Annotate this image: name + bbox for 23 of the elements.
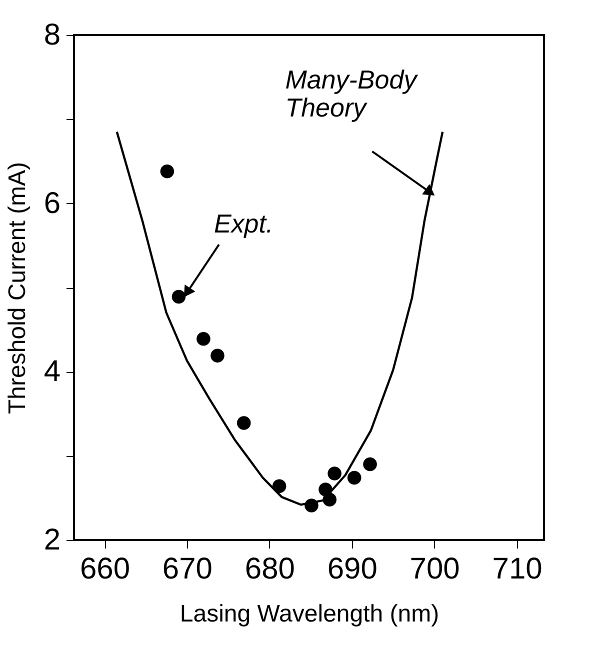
x-tick-label: 700 <box>410 552 460 586</box>
x-tick-label: 710 <box>492 552 542 586</box>
annotation: Expt. <box>214 208 274 239</box>
x-tick-label: 670 <box>162 552 212 586</box>
point <box>363 457 377 472</box>
y-axis-title: Threshold Current (mA) <box>4 162 31 414</box>
point <box>196 332 210 346</box>
y-tick-label: 6 <box>44 186 60 220</box>
y-tick-label: 8 <box>44 18 60 52</box>
x-tick-label: 690 <box>327 552 378 586</box>
point <box>210 348 224 363</box>
point <box>328 466 342 480</box>
annotation: Many-Body Theory <box>285 64 419 122</box>
x-axis-title: Lasing Wavelength (nm) <box>180 600 440 628</box>
point <box>236 416 251 430</box>
x-tick-label: 680 <box>244 552 295 586</box>
point <box>160 164 174 178</box>
point <box>347 470 362 485</box>
y-tick-label: 2 <box>44 524 60 556</box>
y-tick-label: 4 <box>44 355 60 388</box>
x-tick-label: 660 <box>80 552 130 586</box>
point <box>272 479 286 494</box>
point <box>172 290 186 304</box>
